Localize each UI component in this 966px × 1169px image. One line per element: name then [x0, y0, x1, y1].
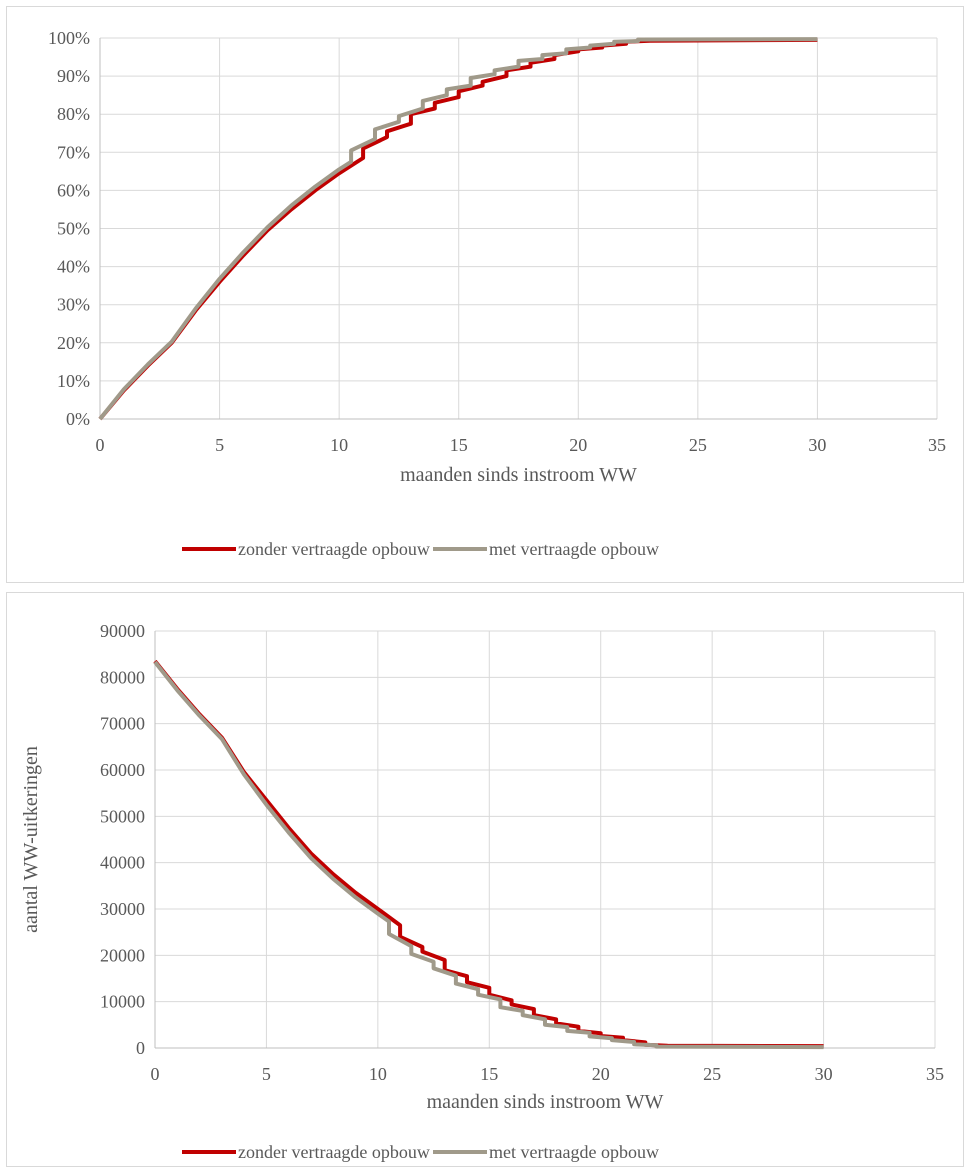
y-tick-label: 20000 — [100, 945, 145, 965]
x-tick-label: 5 — [262, 1064, 271, 1084]
y-tick-label: 90000 — [100, 621, 145, 641]
x-tick-label: 30 — [815, 1064, 833, 1084]
y-tick-label: 80% — [57, 104, 90, 124]
y-tick-label: 10000 — [100, 992, 145, 1012]
y-axis-title: aantal WW-uitkeringen — [20, 746, 42, 933]
x-tick-label: 0 — [96, 435, 105, 455]
x-tick-label: 10 — [330, 435, 348, 455]
y-tick-label: 30% — [57, 295, 90, 315]
legend-label: met vertraagde opbouw — [489, 1142, 659, 1162]
x-tick-label: 35 — [928, 435, 946, 455]
cumulative-outflow-chart: 0% 10% 20% 30% 40% 50% 60% 70% 80% 90% 100% 0 5 10 15 2… — [48, 28, 946, 559]
y-tick-label: 80000 — [100, 667, 145, 687]
chart-panel-cumulative: 0% 10% 20% 30% 40% 50% 60% 70% 80% 90% 100% 0 5 10 15 2… — [6, 6, 964, 583]
x-tick-label: 10 — [369, 1064, 387, 1084]
series-line-met-vertraagde-opbouw — [153, 660, 824, 1050]
legend-label: met vertraagde opbouw — [489, 539, 659, 559]
y-tick-label: 40% — [57, 257, 90, 277]
legend-label: zonder vertraagde opbouw — [238, 539, 430, 559]
x-axis-title: maanden sinds instroom WW — [400, 464, 637, 486]
x-axis-title: maanden sinds instroom WW — [427, 1091, 664, 1113]
x-tick-label: 30 — [808, 435, 826, 455]
y-tick-label: 90% — [57, 66, 90, 86]
x-tick-label: 25 — [703, 1064, 721, 1084]
x-tick-label: 15 — [450, 435, 468, 455]
y-tick-label: 50% — [57, 219, 90, 239]
y-tick-label: 40000 — [100, 853, 145, 873]
y-tick-label: 100% — [48, 28, 90, 48]
y-tick-label: 70000 — [100, 714, 145, 734]
y-tick-label: 10% — [57, 371, 90, 391]
y-tick-label: 0% — [66, 409, 90, 429]
y-tick-label: 30000 — [100, 899, 145, 919]
x-tick-label: 35 — [926, 1064, 944, 1084]
series-line-met-vertraagde-opbouw — [98, 37, 818, 421]
x-tick-label: 5 — [215, 435, 224, 455]
y-tick-label: 0 — [136, 1038, 145, 1058]
y-tick-label: 60% — [57, 180, 90, 200]
x-tick-label: 20 — [592, 1064, 610, 1084]
x-tick-label: 0 — [151, 1064, 160, 1084]
y-tick-label: 60000 — [100, 760, 145, 780]
y-tick-label: 20% — [57, 333, 90, 353]
legend-label: zonder vertraagde opbouw — [238, 1142, 430, 1162]
y-tick-label: 70% — [57, 142, 90, 162]
x-tick-label: 15 — [480, 1064, 498, 1084]
x-tick-label: 25 — [689, 435, 707, 455]
chart-panel-count: 0 10000 20000 30000 40000 50000 60000 70000 8000… — [6, 592, 964, 1167]
x-tick-label: 20 — [569, 435, 587, 455]
ww-benefits-count-chart: 0 10000 20000 30000 40000 50000 60000 70000 8000… — [20, 621, 944, 1162]
y-tick-label: 50000 — [100, 806, 145, 826]
